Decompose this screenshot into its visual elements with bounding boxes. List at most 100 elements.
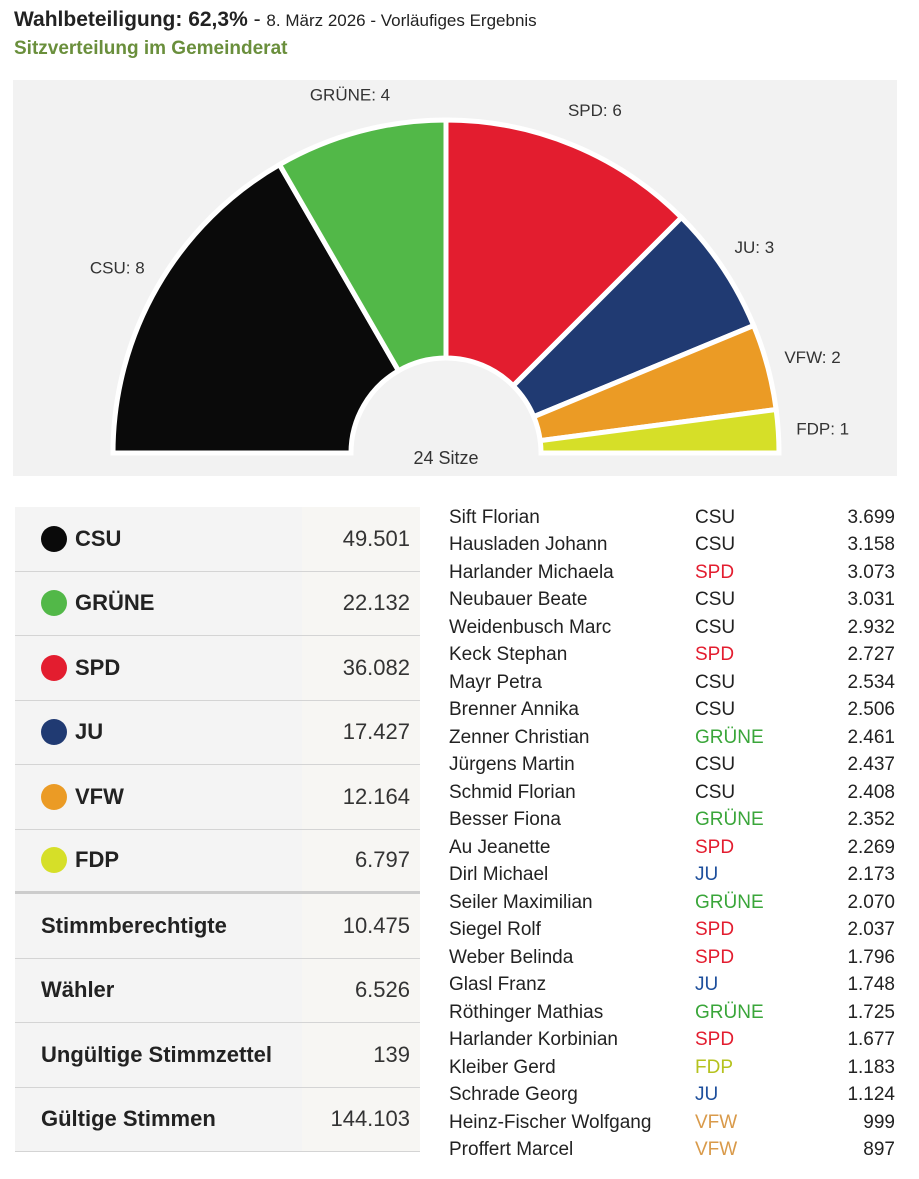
candidate-name: Harlander Korbinian	[449, 1029, 618, 1051]
candidate-party: SPD	[695, 644, 735, 666]
party-votes: 49.501	[302, 507, 420, 571]
candidate-name: Mayr Petra	[449, 671, 542, 693]
candidate-row: Proffert Marcel VFW 897	[449, 1137, 895, 1165]
party-row: JU 17.427	[15, 700, 420, 765]
candidate-name: Hausladen Johann	[449, 534, 608, 556]
candidate-party: SPD	[695, 836, 735, 858]
candidate-name: Proffert Marcel	[449, 1139, 574, 1161]
candidate-row: Sift Florian CSU 3.699	[449, 504, 895, 532]
party-color-dot-icon	[41, 654, 67, 681]
candidate-party: CSU	[695, 699, 736, 721]
seat-slice-grüne[interactable]	[276, 117, 449, 375]
candidate-name: Keck Stephan	[449, 644, 568, 666]
party-color-dot-icon	[41, 847, 67, 874]
slice-label: GRÜNE: 4	[310, 86, 390, 105]
candidate-name: Neubauer Beate	[449, 589, 588, 611]
candidate-name: Dirl Michael	[449, 864, 549, 886]
candidate-party: GRÜNE	[695, 1001, 764, 1023]
party-votes: 22.132	[302, 571, 420, 635]
candidate-votes: 1.677	[847, 1029, 895, 1051]
turnout-heading: Wahlbeteiligung: 62,3% - 8. März 2026 - …	[14, 8, 537, 32]
seat-slice-spd[interactable]	[443, 117, 686, 390]
turnout-title: Wahlbeteiligung: 62,3%	[14, 8, 248, 31]
votes-table: CSU 49.501 GRÜNE 22.132 SPD 36.082 JU 17.427 VFW…	[15, 507, 420, 1152]
candidate-votes: 2.173	[847, 864, 895, 886]
candidate-row: Au Jeanette SPD 2.269	[449, 834, 895, 862]
seat-chart: CSU: 8 GRÜNE: 4 SPD: 6 JU: 3 VFW: 2 FDP: 1 24 …	[13, 80, 897, 476]
candidate-row: Seiler Maximilian GRÜNE 2.070	[449, 889, 895, 917]
separator: -	[247, 8, 267, 31]
candidate-row: Zenner Christian GRÜNE 2.461	[449, 724, 895, 752]
candidate-party: VFW	[695, 1139, 738, 1161]
candidate-row: Mayr Petra CSU 2.534	[449, 669, 895, 697]
candidate-votes: 897	[863, 1139, 895, 1161]
candidate-name: Schrade Georg	[449, 1084, 578, 1106]
candidate-party: CSU	[695, 616, 736, 638]
candidate-row: Keck Stephan SPD 2.727	[449, 642, 895, 670]
candidate-row: Brenner Annika CSU 2.506	[449, 697, 895, 725]
candidate-votes: 2.437	[847, 754, 895, 776]
candidate-party: VFW	[695, 1111, 738, 1133]
summary-row: Stimmberechtigte 10.475	[15, 894, 420, 959]
candidate-name: Röthinger Mathias	[449, 1001, 604, 1023]
candidate-row: Siegel Rolf SPD 2.037	[449, 917, 895, 945]
candidate-name: Harlander Michaela	[449, 561, 614, 583]
summary-label: Gültige Stimmen	[41, 1106, 216, 1132]
candidate-name: Brenner Annika	[449, 699, 579, 721]
party-cell: JU	[15, 719, 302, 746]
party-row: FDP 6.797	[15, 829, 420, 894]
candidate-party: JU	[695, 1084, 719, 1106]
party-name: VFW	[75, 783, 124, 809]
candidate-votes: 2.932	[847, 616, 895, 638]
candidate-party: SPD	[695, 561, 735, 583]
candidate-votes: 2.352	[847, 809, 895, 831]
candidate-row: Dirl Michael JU 2.173	[449, 862, 895, 890]
party-color-dot-icon	[41, 525, 67, 552]
seat-chart-svg: CSU: 8 GRÜNE: 4 SPD: 6 JU: 3 VFW: 2 FDP: 1 24 …	[90, 86, 849, 468]
seat-slice-fdp[interactable]	[537, 406, 782, 456]
slice-label: JU: 3	[734, 238, 774, 257]
candidate-votes: 2.269	[847, 836, 895, 858]
candidate-votes: 3.073	[847, 561, 895, 583]
summary-value: 144.103	[302, 1087, 420, 1151]
candidate-party: CSU	[695, 534, 736, 556]
party-cell: GRÜNE	[15, 590, 302, 617]
party-row: GRÜNE 22.132	[15, 571, 420, 636]
party-cell: SPD	[15, 654, 302, 681]
summary-value: 10.475	[302, 894, 420, 958]
party-name: FDP	[75, 847, 119, 873]
candidate-party: GRÜNE	[695, 726, 764, 748]
summary-value: 139	[302, 1023, 420, 1087]
party-row: CSU 49.501	[15, 507, 420, 572]
candidate-party: CSU	[695, 506, 736, 528]
candidate-party: CSU	[695, 589, 736, 611]
candidate-row: Glasl Franz JU 1.748	[449, 972, 895, 1000]
candidate-party: SPD	[695, 1029, 735, 1051]
candidate-row: Schmid Florian CSU 2.408	[449, 779, 895, 807]
candidate-name: Au Jeanette	[449, 836, 551, 858]
candidate-party: JU	[695, 864, 719, 886]
candidate-name: Siegel Rolf	[449, 919, 541, 941]
candidate-row: Harlander Michaela SPD 3.073	[449, 559, 895, 587]
party-color-dot-icon	[41, 590, 67, 617]
candidate-votes: 1.748	[847, 974, 895, 996]
candidate-name: Zenner Christian	[449, 726, 590, 748]
candidate-votes: 3.158	[847, 534, 895, 556]
candidate-votes: 1.796	[847, 946, 895, 968]
candidate-votes: 2.534	[847, 671, 895, 693]
candidate-row: Hausladen Johann CSU 3.158	[449, 532, 895, 560]
candidate-name: Schmid Florian	[449, 781, 576, 803]
candidate-row: Jürgens Martin CSU 2.437	[449, 752, 895, 780]
party-name: SPD	[75, 654, 121, 680]
candidate-row: Weber Belinda SPD 1.796	[449, 944, 895, 972]
candidate-votes: 2.461	[847, 726, 895, 748]
party-name: JU	[75, 719, 104, 745]
candidate-party: GRÜNE	[695, 891, 764, 913]
party-row: SPD 36.082	[15, 636, 420, 701]
slice-label: VFW: 2	[784, 348, 840, 367]
candidate-name: Weber Belinda	[449, 946, 574, 968]
candidate-votes: 2.408	[847, 781, 895, 803]
summary-value: 6.526	[302, 958, 420, 1022]
seat-slice-csu[interactable]	[110, 161, 402, 456]
candidate-party: GRÜNE	[695, 809, 764, 831]
